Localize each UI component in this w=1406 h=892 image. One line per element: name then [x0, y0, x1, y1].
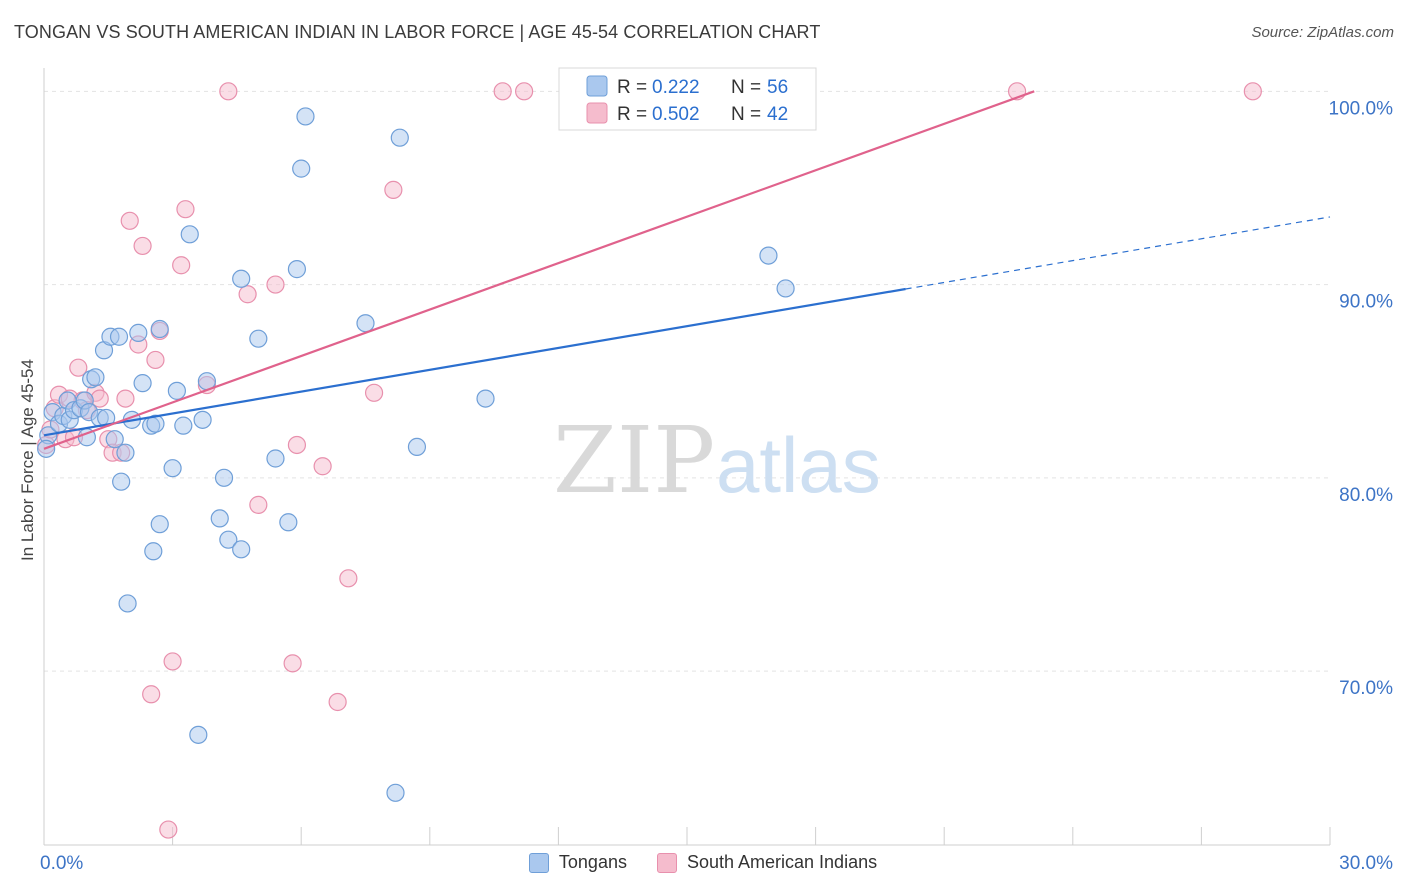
legend-r-value-tongans: 0.222 [652, 77, 700, 98]
point-sai-41 [1243, 82, 1262, 101]
point-sai-19 [142, 685, 161, 704]
chart-title: TONGAN VS SOUTH AMERICAN INDIAN IN LABOR… [14, 22, 821, 42]
point-sai-22 [159, 820, 178, 839]
point-sai-35 [339, 569, 358, 588]
point-sai-36 [364, 383, 384, 402]
point-sai-18 [133, 236, 152, 256]
legend-stats: R = 0.222 N = 56 R = 0.502 N = 42 [558, 67, 817, 131]
legend-r-value-sai: 0.502 [652, 104, 700, 125]
point-tongans-51 [407, 437, 427, 457]
point-tongans-42 [249, 329, 268, 348]
point-tongans-32 [174, 416, 193, 435]
point-tongans-27 [146, 414, 165, 433]
point-tongans-39 [219, 530, 238, 549]
y-tick-label-1: 80.0% [1339, 485, 1393, 506]
point-tongans-45 [287, 260, 307, 279]
point-sai-16 [120, 211, 139, 230]
point-tongans-52 [476, 389, 495, 408]
legend-label-tongans: Tongans [558, 852, 627, 872]
point-tongans-53 [759, 246, 778, 265]
point-sai-24 [172, 256, 191, 275]
grid-lines [44, 90, 1330, 672]
point-tongans-18 [109, 327, 129, 346]
x-tick-label-0: 0.0% [40, 853, 83, 874]
point-tongans-31 [167, 381, 186, 400]
point-tongans-33 [180, 225, 199, 244]
point-tongans-29 [150, 515, 169, 534]
point-tongans-48 [356, 314, 375, 333]
point-tongans-21 [118, 594, 137, 613]
point-tongans-26 [144, 542, 163, 561]
trend-lines [43, 90, 1331, 450]
point-tongans-54 [776, 279, 795, 298]
point-tongans-17 [105, 430, 124, 449]
point-tongans-30 [163, 459, 182, 478]
point-sai-27 [219, 82, 238, 101]
point-sai-15 [116, 389, 135, 408]
point-tongans-47 [296, 107, 315, 126]
legend-n-label-tongans: N = [731, 77, 761, 98]
y-tick-label-3: 100.0% [1329, 98, 1394, 119]
tick-labels: 70.0% 80.0% 90.0% 100.0% 0.0% 30.0% [40, 98, 1393, 874]
trend-tongans-solid [43, 287, 906, 437]
trend-sai [43, 90, 1035, 450]
legend-swatch-tongans [586, 75, 608, 97]
point-sai-28 [238, 285, 257, 304]
legend-r-label-sai: R = [617, 104, 647, 125]
point-sai-7 [69, 358, 88, 377]
y-axis-label: In Labor Force | Age 45-54 [18, 359, 37, 561]
point-tongans-20 [116, 443, 135, 462]
legend-swatch-tongans-bottom [528, 852, 549, 873]
source-label: Source: ZipAtlas.com [1251, 24, 1394, 41]
point-sai-29 [249, 495, 268, 514]
legend-series: Tongans South American Indians [0, 852, 1406, 873]
legend-label-sai: South American Indians [686, 852, 878, 872]
point-tongans-34 [189, 725, 208, 744]
y-tick-label-2: 90.0% [1339, 292, 1393, 313]
legend-n-value-tongans: 56 [767, 77, 788, 98]
point-tongans-28 [150, 319, 169, 339]
point-tongans-12 [86, 368, 105, 387]
point-sai-20 [146, 350, 165, 370]
legend-item-sai: South American Indians [656, 852, 878, 873]
watermark: ZIP atlas [553, 407, 881, 514]
point-tongans-23 [129, 323, 148, 342]
y-tick-label-0: 70.0% [1339, 678, 1393, 699]
point-tongans-41 [232, 540, 251, 559]
watermark-atlas: atlas [716, 421, 881, 509]
point-tongans-50 [390, 128, 409, 147]
point-tongans-37 [210, 509, 229, 528]
legend-swatch-sai [586, 102, 608, 124]
series-south-american-indians [37, 82, 1262, 839]
point-sai-31 [283, 654, 302, 673]
point-sai-30 [266, 275, 285, 294]
point-sai-32 [287, 435, 307, 455]
legend-swatch-sai-bottom [656, 852, 677, 873]
point-sai-33 [313, 457, 332, 476]
point-sai-38 [493, 82, 512, 101]
point-tongans-44 [279, 513, 298, 532]
legend-n-label-sai: N = [731, 104, 761, 125]
point-sai-37 [384, 180, 403, 199]
point-tongans-46 [292, 159, 311, 178]
point-tongans-43 [266, 449, 285, 468]
watermark-zip: ZIP [553, 407, 715, 514]
point-sai-39 [515, 82, 534, 101]
point-tongans-19 [112, 472, 131, 491]
point-sai-34 [328, 692, 347, 712]
legend-r-label-tongans: R = [617, 77, 647, 98]
point-tongans-38 [214, 468, 234, 487]
legend-item-tongans: Tongans [528, 852, 627, 873]
point-tongans-24 [133, 374, 152, 393]
legend-n-value-sai: 42 [767, 104, 788, 125]
trend-tongans-dashed [905, 216, 1331, 290]
point-tongans-35 [193, 410, 212, 429]
x-tick-label-1: 30.0% [1339, 853, 1393, 874]
point-tongans-49 [386, 783, 405, 802]
point-sai-25 [176, 200, 195, 219]
point-tongans-40 [232, 269, 251, 288]
point-sai-23 [163, 652, 182, 671]
